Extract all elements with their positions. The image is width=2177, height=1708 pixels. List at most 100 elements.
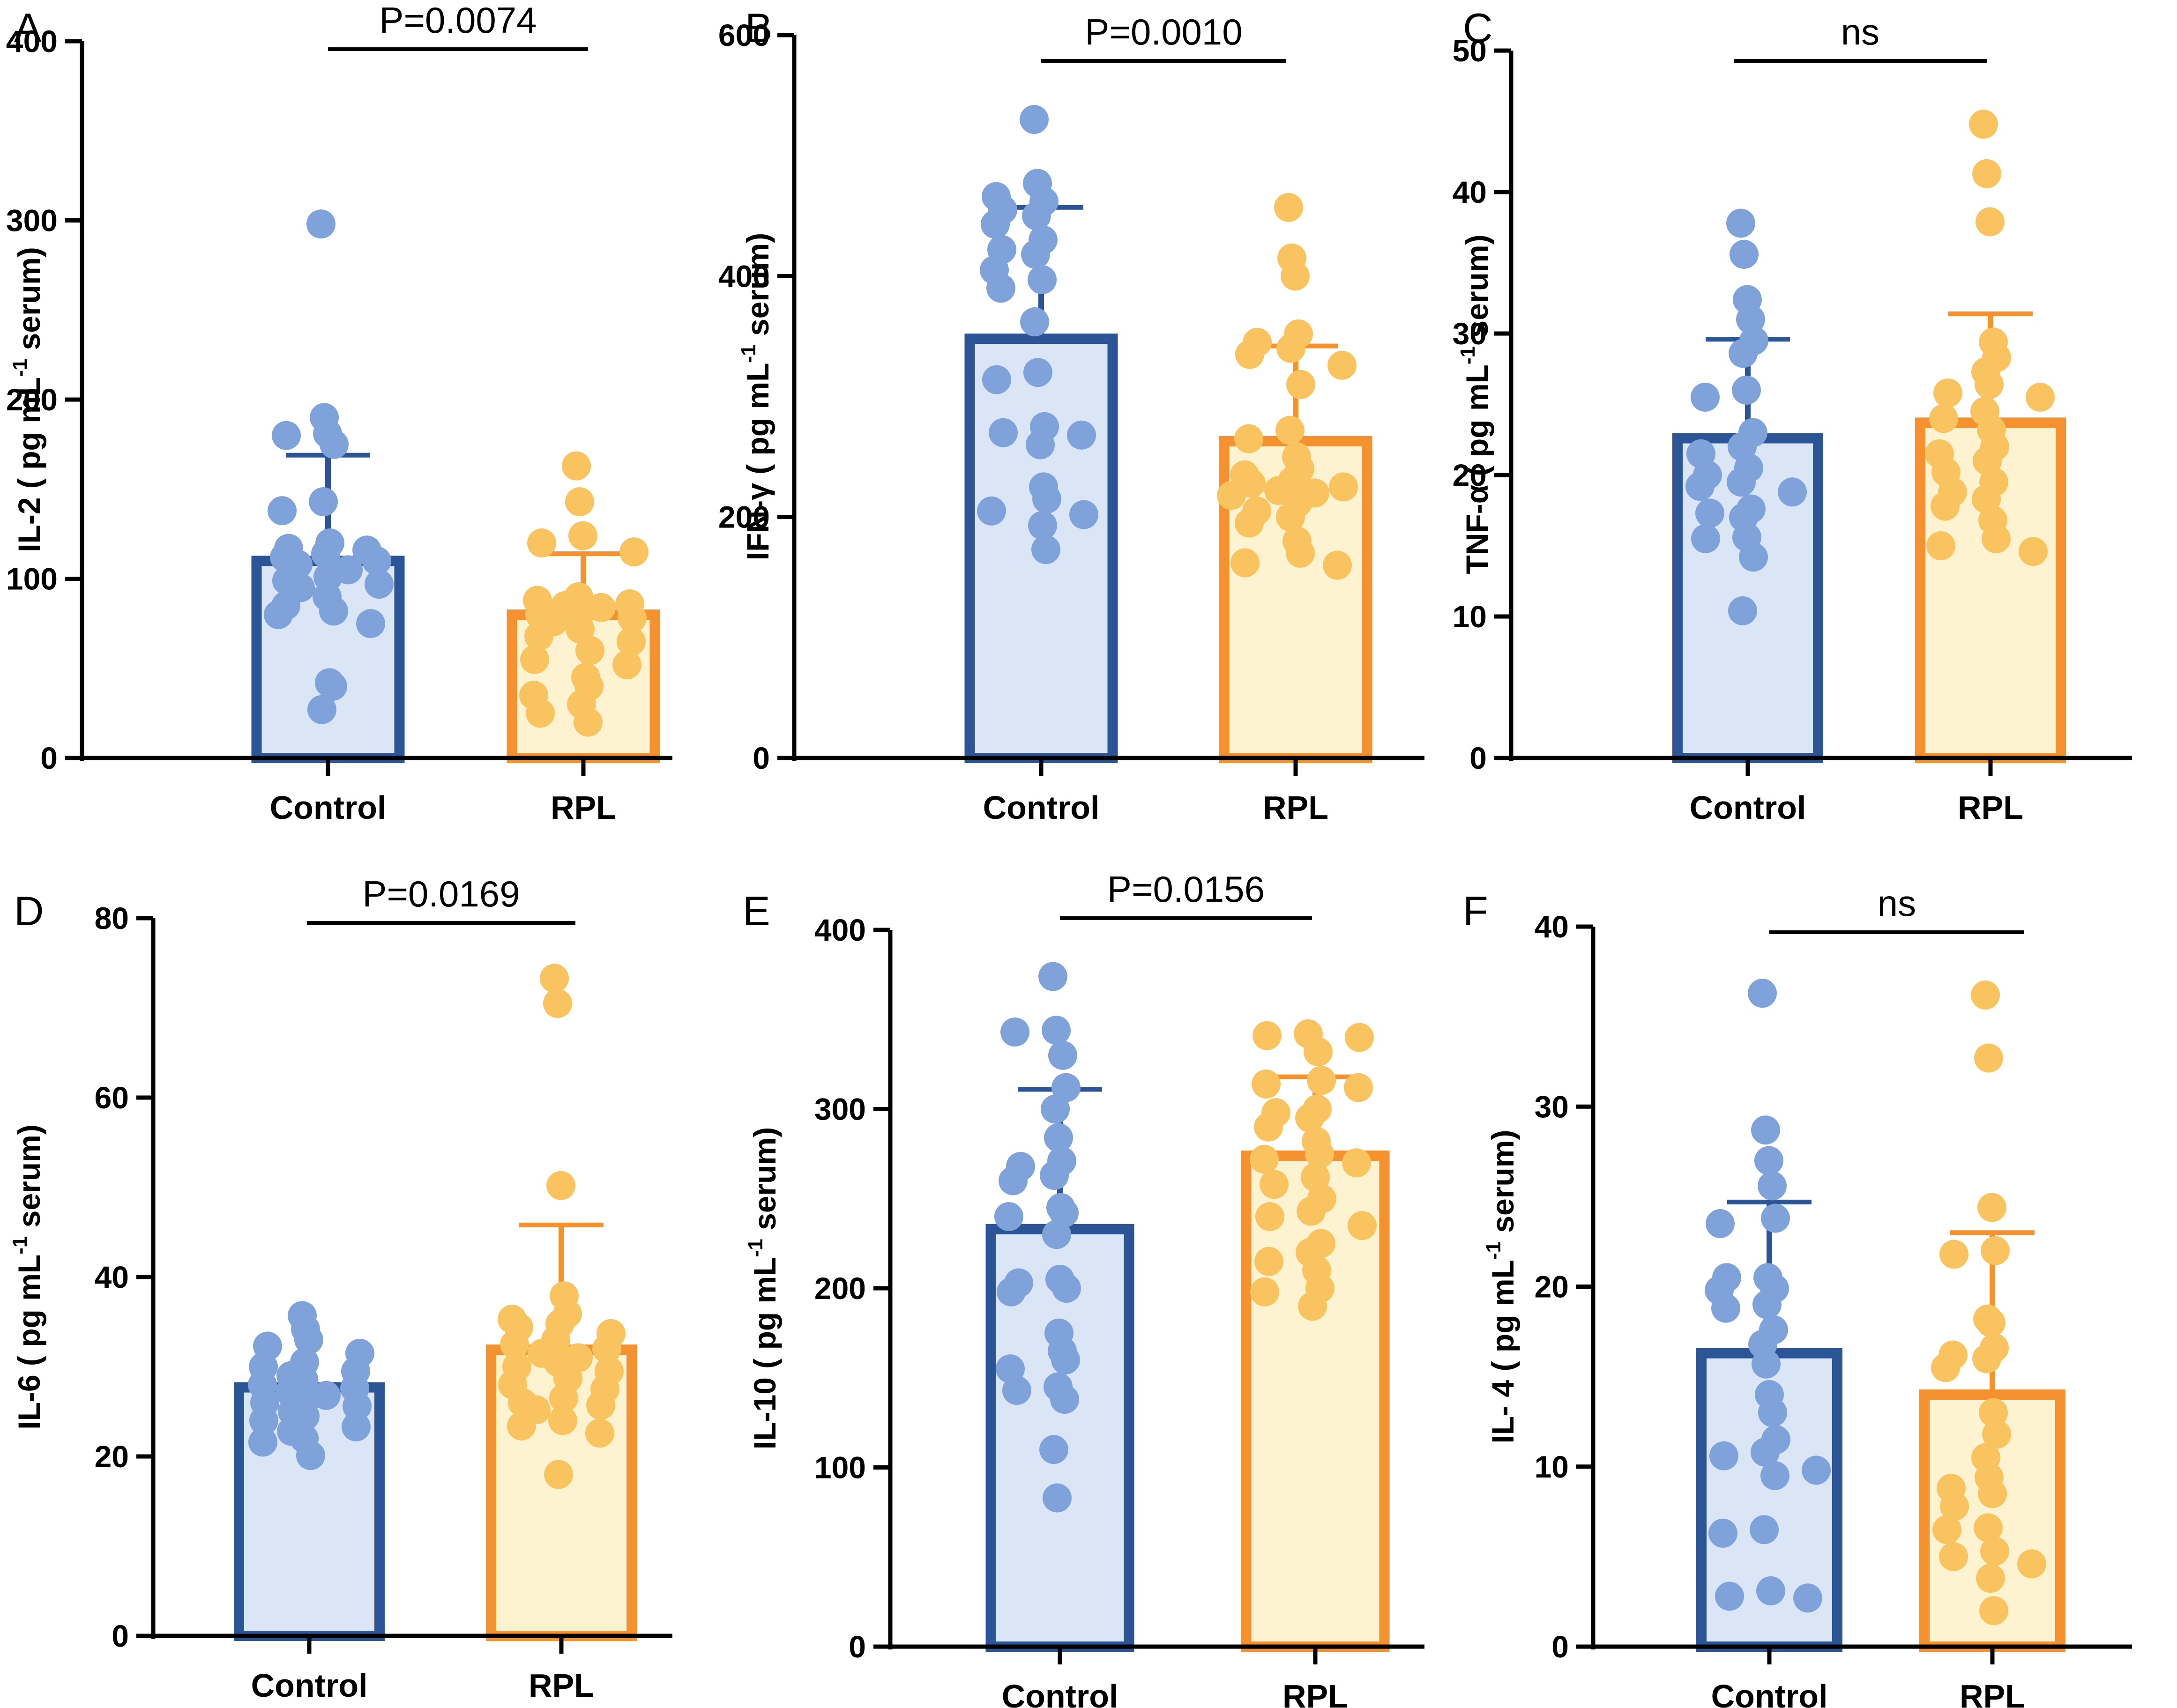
control-data-point (1052, 1274, 1081, 1303)
rpl-data-point (585, 1418, 614, 1448)
control-data-point (1761, 1203, 1790, 1233)
rpl-data-point (1235, 340, 1264, 369)
control-data-point (1709, 1441, 1738, 1470)
control-data-point (319, 596, 348, 626)
y-tick-label: 40 (1453, 175, 1487, 209)
rpl-data-point (543, 988, 572, 1018)
y-axis-title: IL-6 ( pg mL-1 serum) (8, 1124, 46, 1430)
y-tick-label: 600 (718, 18, 770, 52)
control-data-point (1021, 240, 1050, 269)
control-data-point (1042, 1220, 1071, 1249)
y-tick-label: 20 (1535, 1270, 1569, 1304)
control-data-point (1732, 375, 1761, 405)
y-tick-label: 400 (718, 259, 770, 293)
y-tick-label: 400 (814, 913, 866, 947)
control-data-point (296, 1441, 325, 1470)
rpl-data-point (619, 537, 649, 567)
rpl-data-point (1274, 193, 1303, 222)
rpl-data-point (1976, 1308, 2006, 1337)
control-bar (964, 334, 1118, 763)
control-data-point (1691, 382, 1720, 412)
control-data-point (1727, 468, 1756, 497)
control-data-point (1002, 1376, 1031, 1405)
rpl-data-point (1250, 1144, 1279, 1174)
category-label-control: Control (270, 789, 387, 826)
control-data-point (1067, 420, 1096, 450)
rpl-data-point (527, 528, 556, 557)
control-data-point (248, 1427, 277, 1457)
control-data-point (318, 672, 347, 701)
rpl-data-point (586, 1390, 615, 1420)
rpl-data-point (1931, 491, 1960, 521)
panel-f: F Control RPL 0 10 20 30 40 IL- 4 ( pg mL-1 seru… (1463, 883, 2132, 1708)
control-data-point (1750, 1515, 1779, 1545)
category-label-rpl: RPL (529, 1667, 594, 1704)
rpl-data-point (565, 487, 594, 517)
rpl-data-point (1940, 1492, 1969, 1521)
rpl-data-point (1972, 1344, 2001, 1374)
control-data-point (982, 365, 1011, 394)
y-tick-label: 60 (95, 1080, 129, 1115)
rpl-data-point (1235, 508, 1264, 538)
rpl-data-point (1980, 1537, 2009, 1566)
category-label-rpl: RPL (551, 789, 616, 826)
rpl-data-point (1344, 1073, 1373, 1102)
rpl-data-point (1976, 1563, 2005, 1593)
y-tick-label: 200 (6, 382, 58, 417)
rpl-data-point (1972, 159, 2001, 188)
rpl-data-point (520, 645, 549, 674)
category-label-rpl: RPL (1282, 1678, 1348, 1708)
y-tick-label: 0 (753, 741, 770, 775)
rpl-data-point (1978, 1479, 2007, 1508)
rpl-data-point (1971, 980, 2000, 1010)
rpl-data-point (1253, 1021, 1282, 1050)
rpl-data-point (562, 451, 591, 481)
control-data-point (1043, 1483, 1072, 1513)
rpl-data-point (2026, 382, 2055, 412)
y-tick-label: 0 (1551, 1629, 1569, 1664)
control-data-point (1031, 535, 1060, 564)
rpl-data-point (1234, 424, 1263, 453)
control-data-point (1020, 307, 1049, 337)
rpl-data-point (507, 1411, 536, 1441)
rpl-data-point (1255, 1202, 1284, 1231)
rpl-data-point (1974, 1043, 2003, 1073)
rpl-data-point (1345, 1023, 1374, 1052)
control-data-point (1028, 265, 1057, 295)
control-data-point (1069, 500, 1098, 529)
y-tick-label: 300 (6, 203, 58, 238)
control-data-point (1730, 239, 1759, 269)
y-tick-label: 10 (1535, 1449, 1569, 1484)
control-data-point (1000, 1017, 1029, 1047)
significance-label: P=0.0169 (362, 873, 520, 914)
y-tick-label: 30 (1535, 1089, 1569, 1124)
rpl-data-point (1939, 1240, 1968, 1269)
y-tick-label: 200 (814, 1271, 866, 1306)
y-tick-label: 40 (1535, 909, 1569, 944)
rpl-data-point (1275, 416, 1305, 445)
control-data-point (1751, 1115, 1780, 1145)
panel-letter: B (745, 5, 773, 51)
rpl-data-point (1250, 1277, 1279, 1307)
rpl-data-point (1981, 1236, 2010, 1265)
control-data-point (1760, 1461, 1789, 1490)
control-data-point (1711, 1293, 1740, 1323)
control-data-point (320, 430, 349, 459)
rpl-data-point (1323, 550, 1352, 580)
panel-letter: F (1463, 888, 1488, 934)
control-data-point (1023, 358, 1052, 387)
rpl-data-point (1305, 1139, 1334, 1169)
control-data-point (1691, 524, 1720, 553)
rpl-data-point (1276, 334, 1305, 363)
rpl-data-point (1254, 1112, 1283, 1142)
rpl-data-point (575, 636, 604, 665)
rpl-data-point (1281, 261, 1310, 291)
control-data-point (1041, 1094, 1070, 1124)
control-data-point (1793, 1583, 1822, 1613)
rpl-data-point (1252, 1069, 1281, 1099)
rpl-data-point (1276, 502, 1305, 532)
control-data-point (1044, 1123, 1073, 1152)
panel-d: D Control RPL 0 20 40 60 80 IL-6 ( pg mL-1 serum… (8, 873, 672, 1704)
rpl-data-point (1982, 524, 2011, 553)
